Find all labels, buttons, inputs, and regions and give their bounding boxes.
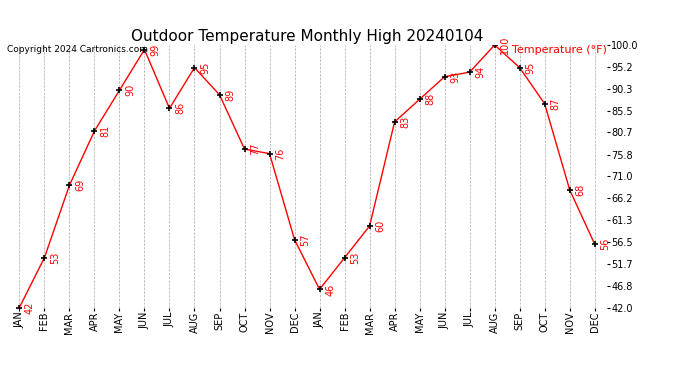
Text: 76: 76 — [275, 147, 285, 160]
Text: 60: 60 — [375, 220, 385, 232]
Text: 81: 81 — [100, 125, 110, 137]
Title: Outdoor Temperature Monthly High 20240104: Outdoor Temperature Monthly High 2024010… — [131, 29, 483, 44]
Text: Copyright 2024 Cartronics.com: Copyright 2024 Cartronics.com — [7, 45, 148, 54]
Text: 86: 86 — [175, 102, 185, 114]
Text: 95: 95 — [525, 62, 535, 74]
Text: 89: 89 — [225, 88, 235, 101]
Text: 53: 53 — [50, 252, 60, 264]
Text: 88: 88 — [425, 93, 435, 105]
Text: 68: 68 — [575, 184, 585, 196]
Text: 95: 95 — [200, 62, 210, 74]
Text: 56: 56 — [600, 238, 610, 250]
Text: 94: 94 — [475, 66, 485, 78]
Text: Temperature (°F): Temperature (°F) — [512, 45, 607, 55]
Text: 77: 77 — [250, 143, 260, 155]
Text: 99: 99 — [150, 44, 160, 55]
Text: 90: 90 — [125, 84, 135, 96]
Text: 93: 93 — [450, 70, 460, 83]
Text: 46: 46 — [325, 283, 335, 296]
Text: 53: 53 — [350, 252, 360, 264]
Text: 83: 83 — [400, 116, 410, 128]
Text: 100: 100 — [500, 36, 510, 54]
Text: 87: 87 — [550, 98, 560, 110]
Text: 57: 57 — [300, 233, 310, 246]
Text: 69: 69 — [75, 179, 85, 191]
Text: 42: 42 — [25, 302, 35, 313]
